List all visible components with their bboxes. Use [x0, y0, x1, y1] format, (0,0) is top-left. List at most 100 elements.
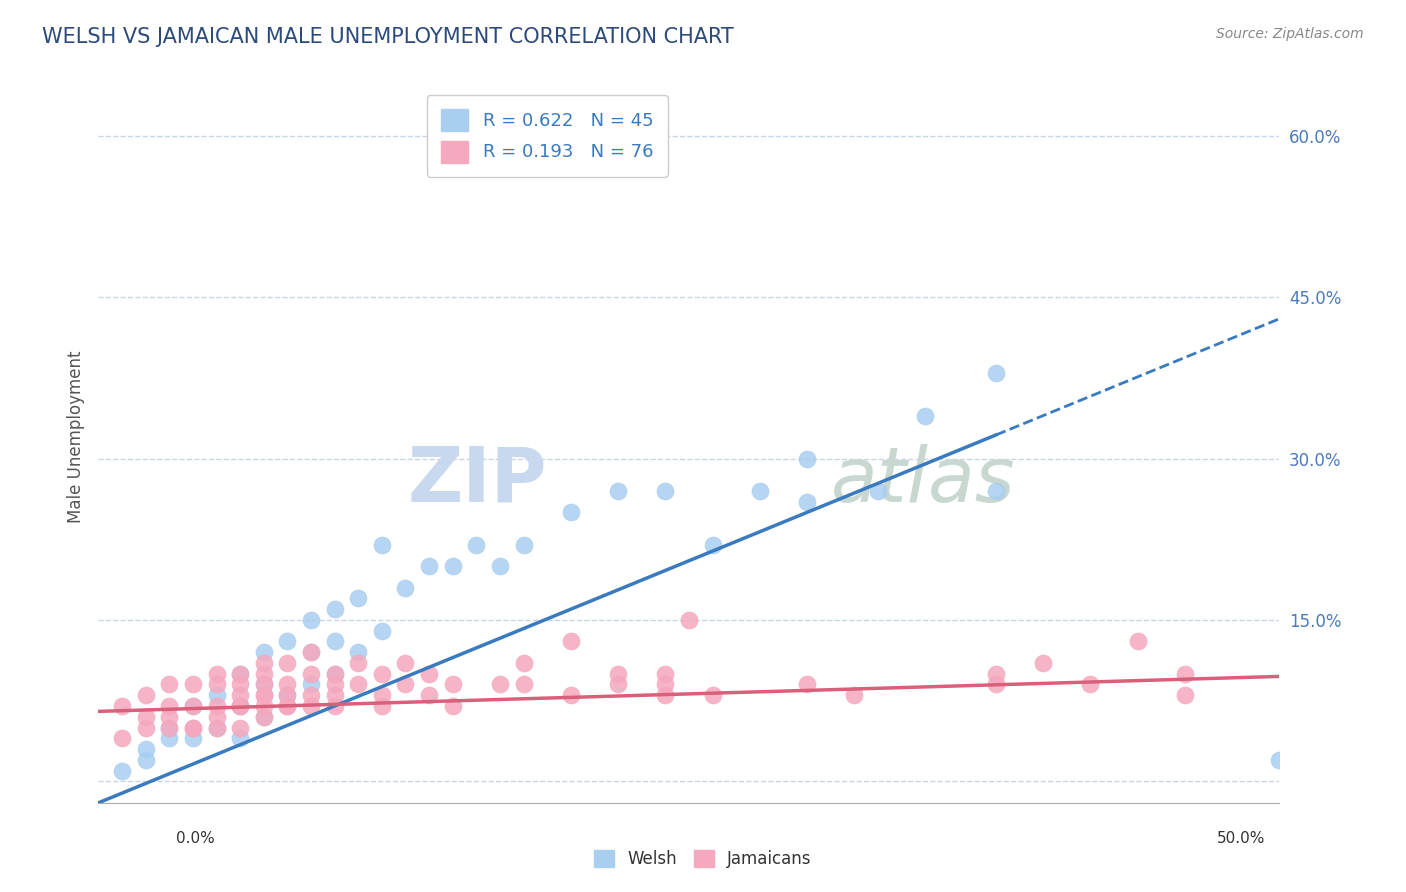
Point	[253, 666, 276, 681]
Point	[654, 666, 676, 681]
Point	[984, 666, 1007, 681]
Point	[253, 698, 276, 713]
Point	[654, 688, 676, 702]
Point	[299, 688, 322, 702]
Legend: R = 0.622   N = 45, R = 0.193   N = 76: R = 0.622 N = 45, R = 0.193 N = 76	[426, 95, 668, 177]
Point	[229, 698, 252, 713]
Point	[560, 634, 582, 648]
Point	[512, 656, 534, 670]
Point	[914, 409, 936, 423]
Point	[276, 688, 298, 702]
Point	[299, 613, 322, 627]
Point	[1268, 753, 1291, 767]
Point	[253, 677, 276, 691]
Point	[135, 742, 157, 756]
Point	[181, 698, 204, 713]
Point	[181, 677, 204, 691]
Point	[394, 656, 416, 670]
Point	[512, 538, 534, 552]
Point	[323, 698, 346, 713]
Point	[678, 613, 700, 627]
Point	[111, 764, 134, 778]
Point	[796, 677, 818, 691]
Point	[181, 731, 204, 746]
Point	[748, 483, 770, 498]
Point	[157, 721, 180, 735]
Point	[111, 698, 134, 713]
Point	[394, 581, 416, 595]
Point	[441, 698, 464, 713]
Point	[157, 731, 180, 746]
Point	[489, 677, 512, 691]
Point	[276, 677, 298, 691]
Point	[253, 645, 276, 659]
Point	[489, 559, 512, 574]
Text: WELSH VS JAMAICAN MALE UNEMPLOYMENT CORRELATION CHART: WELSH VS JAMAICAN MALE UNEMPLOYMENT CORR…	[42, 27, 734, 46]
Point	[229, 698, 252, 713]
Point	[299, 666, 322, 681]
Point	[1032, 656, 1054, 670]
Point	[135, 688, 157, 702]
Point	[299, 645, 322, 659]
Point	[441, 559, 464, 574]
Point	[276, 698, 298, 713]
Point	[135, 710, 157, 724]
Point	[1174, 666, 1197, 681]
Point	[181, 698, 204, 713]
Point	[1174, 688, 1197, 702]
Point	[418, 688, 440, 702]
Point	[205, 666, 228, 681]
Point	[253, 710, 276, 724]
Point	[654, 483, 676, 498]
Point	[229, 731, 252, 746]
Point	[276, 656, 298, 670]
Point	[205, 721, 228, 735]
Point	[181, 721, 204, 735]
Point	[205, 688, 228, 702]
Point	[465, 538, 488, 552]
Point	[560, 505, 582, 519]
Point	[229, 666, 252, 681]
Y-axis label: Male Unemployment: Male Unemployment	[66, 351, 84, 524]
Point	[441, 677, 464, 691]
Point	[371, 538, 394, 552]
Point	[607, 677, 630, 691]
Point	[607, 483, 630, 498]
Point	[205, 698, 228, 713]
Point	[323, 677, 346, 691]
Point	[323, 688, 346, 702]
Point	[323, 666, 346, 681]
Point	[654, 677, 676, 691]
Point	[866, 483, 889, 498]
Point	[276, 634, 298, 648]
Point	[1080, 677, 1102, 691]
Point	[135, 721, 157, 735]
Point	[984, 677, 1007, 691]
Point	[560, 688, 582, 702]
Point	[347, 645, 370, 659]
Point	[157, 721, 180, 735]
Point	[796, 451, 818, 466]
Point	[323, 602, 346, 616]
Point	[229, 666, 252, 681]
Text: 0.0%: 0.0%	[176, 831, 215, 846]
Point	[253, 656, 276, 670]
Point	[157, 710, 180, 724]
Point	[347, 591, 370, 606]
Point	[229, 677, 252, 691]
Point	[253, 688, 276, 702]
Text: 50.0%: 50.0%	[1218, 831, 1265, 846]
Point	[205, 677, 228, 691]
Point	[205, 721, 228, 735]
Point	[512, 677, 534, 691]
Point	[205, 710, 228, 724]
Legend: Welsh, Jamaicans: Welsh, Jamaicans	[588, 843, 818, 875]
Text: atlas: atlas	[831, 444, 1015, 518]
Point	[796, 494, 818, 508]
Point	[394, 677, 416, 691]
Point	[276, 698, 298, 713]
Point	[844, 688, 866, 702]
Point	[984, 366, 1007, 380]
Point	[418, 666, 440, 681]
Point	[371, 624, 394, 638]
